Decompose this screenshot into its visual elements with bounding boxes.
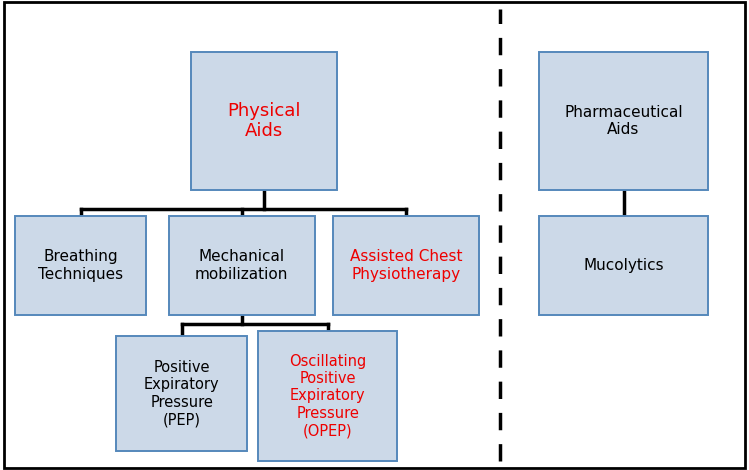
Text: Physical
Aids: Physical Aids [227, 102, 301, 141]
FancyBboxPatch shape [191, 52, 337, 190]
FancyBboxPatch shape [258, 331, 397, 461]
Text: Pharmaceutical
Aids: Pharmaceutical Aids [564, 105, 683, 137]
FancyBboxPatch shape [539, 52, 708, 190]
Text: Positive
Expiratory
Pressure
(PEP): Positive Expiratory Pressure (PEP) [144, 360, 219, 427]
Text: Assisted Chest
Physiotherapy: Assisted Chest Physiotherapy [350, 250, 463, 282]
FancyBboxPatch shape [4, 2, 745, 468]
Text: Breathing
Techniques: Breathing Techniques [38, 250, 123, 282]
FancyBboxPatch shape [539, 216, 708, 315]
FancyBboxPatch shape [333, 216, 479, 315]
Text: Mechanical
mobilization: Mechanical mobilization [195, 250, 288, 282]
FancyBboxPatch shape [15, 216, 146, 315]
Text: Mucolytics: Mucolytics [583, 258, 664, 273]
Text: Oscillating
Positive
Expiratory
Pressure
(OPEP): Oscillating Positive Expiratory Pressure… [289, 353, 366, 438]
FancyBboxPatch shape [116, 336, 247, 451]
FancyBboxPatch shape [169, 216, 315, 315]
